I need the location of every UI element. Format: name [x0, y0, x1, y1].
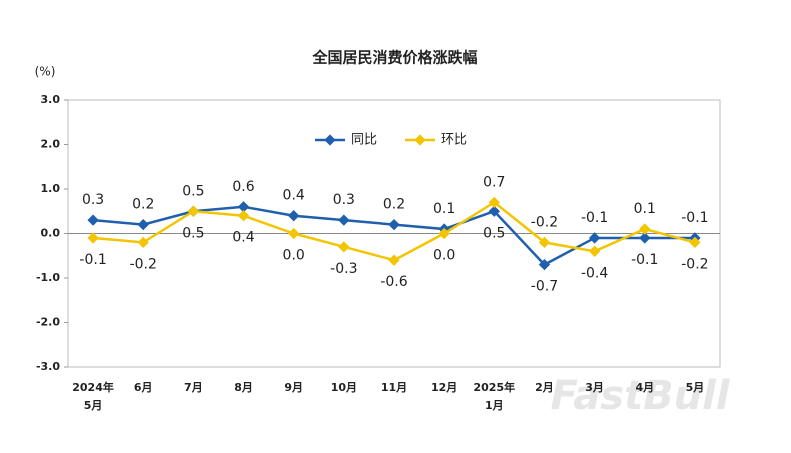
y-unit: (%)	[35, 65, 56, 79]
data-label: -0.2	[681, 256, 708, 272]
data-label: 0.4	[232, 230, 254, 246]
data-label: -0.6	[380, 274, 407, 290]
y-tick-label: 2.0	[41, 138, 61, 151]
point	[137, 236, 149, 249]
point	[639, 232, 651, 244]
data-label: 0.2	[383, 197, 405, 213]
chart-title: 全国居民消费价格涨跌幅	[311, 49, 477, 67]
x-tick-label: 8月	[234, 381, 253, 394]
point	[288, 210, 300, 222]
y-tick-label: 0.0	[41, 227, 61, 240]
x-tick-label: 7月	[184, 381, 203, 394]
point	[187, 205, 200, 217]
data-label: 0.0	[433, 248, 455, 264]
point	[538, 236, 551, 249]
point	[288, 227, 300, 240]
data-label: -0.1	[631, 252, 658, 268]
data-label: 0.6	[232, 179, 254, 195]
data-label: 0.5	[182, 225, 204, 241]
point	[388, 218, 400, 231]
legend-label: 环比	[441, 133, 467, 148]
data-label: -0.2	[130, 256, 157, 272]
data-label: 0.3	[333, 192, 355, 208]
point	[87, 214, 99, 226]
data-label: -0.2	[531, 214, 558, 230]
x-tick-label: 9月	[284, 381, 303, 394]
data-label: 0.7	[483, 174, 505, 190]
point	[237, 201, 250, 213]
y-tick-label: 3.0	[41, 93, 61, 106]
x-tick-label: 11月	[381, 381, 407, 394]
data-label: -0.1	[79, 252, 106, 268]
point	[338, 241, 350, 253]
point	[488, 196, 500, 209]
data-label: 0.5	[182, 183, 204, 199]
point	[588, 232, 601, 244]
point	[639, 223, 651, 235]
legend-marker	[414, 134, 426, 146]
point	[538, 258, 551, 271]
data-label: -0.1	[581, 210, 608, 226]
data-label: 0.2	[132, 197, 154, 213]
y-tick-label: -3.0	[36, 360, 60, 373]
x-tick-label: 4月	[635, 381, 654, 394]
data-label: 0.1	[634, 201, 656, 217]
x-tick-label: 5月	[686, 381, 705, 394]
point	[137, 218, 149, 231]
data-label: 0.0	[283, 248, 305, 264]
data-label: 0.1	[433, 201, 455, 217]
data-label: -0.4	[581, 265, 608, 281]
data-label: 0.3	[82, 192, 104, 208]
y-tick-label: 1.0	[41, 182, 61, 195]
data-label: 0.5	[483, 225, 505, 241]
point	[338, 214, 350, 226]
x-tick-label: 2月	[535, 381, 554, 394]
y-tick-label: -2.0	[36, 316, 60, 329]
data-label: 0.4	[283, 188, 305, 204]
watermark: FastBull	[550, 373, 730, 419]
point	[689, 236, 701, 249]
data-label: -0.3	[330, 261, 357, 277]
point	[237, 210, 250, 222]
data-label: -0.7	[531, 279, 558, 295]
data-label: -0.1	[681, 210, 708, 226]
point	[438, 227, 450, 240]
x-tick-label: 2025年 1月	[473, 380, 515, 412]
x-tick-label: 12月	[431, 381, 457, 394]
y-tick-label: -1.0	[36, 271, 60, 284]
x-tick-label: 10月	[331, 381, 357, 394]
x-tick-label: 3月	[585, 381, 604, 394]
x-tick-label: 6月	[134, 381, 153, 394]
x-tick-label: 2024年 5月	[72, 380, 114, 412]
legend-marker	[324, 134, 336, 146]
legend-label: 同比	[351, 133, 377, 148]
point	[588, 245, 601, 257]
point	[488, 205, 500, 217]
point	[388, 254, 400, 266]
